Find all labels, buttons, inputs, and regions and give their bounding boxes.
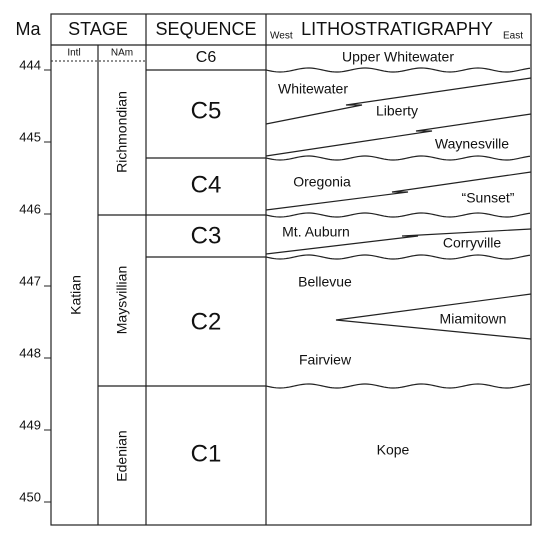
unconformities — [265, 67, 531, 389]
formation: Waynesville — [435, 136, 509, 152]
nam-stage: Maysvillian — [114, 266, 130, 334]
tick-label: 449 — [19, 417, 41, 432]
sequence: C4 — [191, 171, 222, 198]
stage-header: STAGE — [68, 19, 128, 39]
tick-label: 447 — [19, 273, 41, 288]
tick-label: 450 — [19, 489, 41, 504]
tick-label: 444 — [19, 57, 41, 72]
formation: Fairview — [299, 352, 352, 368]
formation: Bellevue — [298, 274, 352, 290]
intl-stage: Katian — [68, 275, 84, 315]
sequence: C1 — [191, 440, 222, 467]
sequence: C2 — [191, 308, 222, 335]
sequence-header: SEQUENCE — [155, 19, 256, 39]
unconformity — [265, 155, 531, 161]
formation: “Sunset” — [462, 190, 515, 206]
formation: Corryville — [443, 235, 502, 251]
west-label: West — [270, 31, 293, 42]
unconformity — [265, 254, 531, 260]
sequence: C6 — [196, 49, 217, 66]
formation: Mt. Auburn — [282, 224, 350, 240]
litho-header: LITHOSTRATIGRAPHY — [301, 19, 493, 39]
nam-stage: Edenian — [114, 430, 130, 481]
unconformity — [265, 383, 531, 389]
tick-label: 448 — [19, 345, 41, 360]
sequence: C3 — [191, 222, 222, 249]
formation: Whitewater — [278, 81, 348, 97]
ma-axis: 444 445 446 447 448 449 450 — [19, 57, 51, 504]
formation: Kope — [377, 442, 410, 458]
nam-header: NAm — [111, 48, 133, 59]
ma-label: Ma — [15, 19, 41, 39]
unconformity — [265, 212, 531, 218]
intl-header: Intl — [67, 48, 80, 59]
nam-stage: Richmondian — [114, 91, 130, 173]
sequence: C5 — [191, 97, 222, 124]
tick-label: 445 — [19, 129, 41, 144]
east-label: East — [503, 31, 523, 42]
formation: Miamitown — [440, 311, 507, 327]
frame — [50, 13, 532, 526]
formation: Liberty — [376, 103, 418, 119]
unconformity — [265, 67, 531, 73]
formation: Oregonia — [293, 174, 351, 190]
tick-label: 446 — [19, 201, 41, 216]
formation: Upper Whitewater — [342, 49, 454, 65]
